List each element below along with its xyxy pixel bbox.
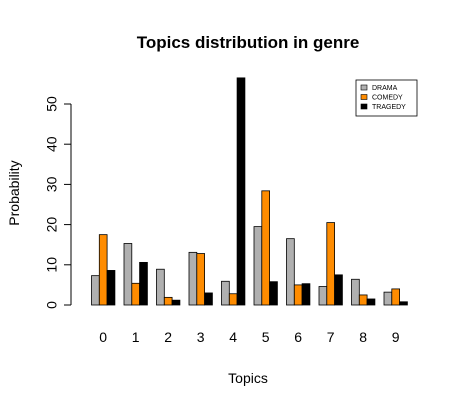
bar-comedy-4 xyxy=(228,293,238,306)
bar-drama-4 xyxy=(221,280,230,306)
bar-tragedy-8 xyxy=(366,298,376,306)
bar-comedy-5 xyxy=(261,190,270,306)
bar-tragedy-9 xyxy=(399,301,408,306)
legend-swatch xyxy=(360,84,368,91)
bar-tragedy-5 xyxy=(269,281,278,306)
bar-drama-3 xyxy=(188,251,198,306)
y-tick-label: 40 xyxy=(44,136,60,152)
bar-drama-7 xyxy=(318,286,328,306)
bar-comedy-6 xyxy=(293,284,303,306)
bar-tragedy-4 xyxy=(236,77,246,306)
y-axis-label: Probability xyxy=(6,160,22,225)
bar-drama-2 xyxy=(156,268,165,306)
legend-label: DRAMA xyxy=(372,85,398,92)
y-tick-label: 0 xyxy=(44,301,60,309)
bar-comedy-7 xyxy=(326,222,335,306)
x-tick-label: 9 xyxy=(392,329,400,345)
bar-comedy-3 xyxy=(196,253,206,306)
x-tick-label: 4 xyxy=(229,329,237,345)
x-tick-label: 3 xyxy=(197,329,205,345)
bar-tragedy-3 xyxy=(204,292,213,306)
x-axis-label: Topics xyxy=(228,370,268,386)
y-tick-label: 20 xyxy=(44,217,60,233)
bar-tragedy-2 xyxy=(171,299,181,306)
chart-title: Topics distribution in genre xyxy=(137,33,360,52)
bar-drama-0 xyxy=(91,275,100,306)
bar-comedy-8 xyxy=(358,294,368,306)
bar-drama-1 xyxy=(123,243,133,306)
y-axis: 0 10 20 30 40 50 xyxy=(44,96,72,309)
x-tick-labels: 0 1 2 3 4 5 6 7 8 9 xyxy=(99,329,400,345)
x-tick-label: 6 xyxy=(294,329,302,345)
x-tick-label: 7 xyxy=(327,329,335,345)
bar-comedy-1 xyxy=(131,282,141,306)
x-tick-label: 0 xyxy=(99,329,107,345)
bar-drama-8 xyxy=(351,278,360,306)
bar-comedy-9 xyxy=(391,288,400,306)
bar-tragedy-7 xyxy=(334,274,343,306)
legend-label: COMEDY xyxy=(372,95,403,102)
x-tick-label: 5 xyxy=(262,329,270,345)
y-tick-label: 30 xyxy=(44,176,60,192)
bar-tragedy-1 xyxy=(139,261,148,306)
bar-comedy-0 xyxy=(98,234,108,306)
bar-drama-9 xyxy=(383,291,393,306)
legend-swatch xyxy=(360,94,368,100)
bar-drama-5 xyxy=(253,226,263,306)
x-tick-label: 1 xyxy=(132,329,140,345)
y-tick-label: 10 xyxy=(44,257,60,273)
y-tick-label: 50 xyxy=(44,96,60,112)
legend: DRAMA COMEDY TRAGEDY xyxy=(355,79,418,117)
bar-tragedy-0 xyxy=(106,270,116,306)
bar-tragedy-6 xyxy=(301,283,311,306)
bar-drama-6 xyxy=(286,238,295,306)
bar-comedy-2 xyxy=(163,296,173,306)
legend-label: TRAGEDY xyxy=(372,104,406,111)
legend-swatch xyxy=(360,103,368,110)
bars xyxy=(91,77,408,306)
x-tick-label: 8 xyxy=(359,329,367,345)
x-tick-label: 2 xyxy=(164,329,172,345)
